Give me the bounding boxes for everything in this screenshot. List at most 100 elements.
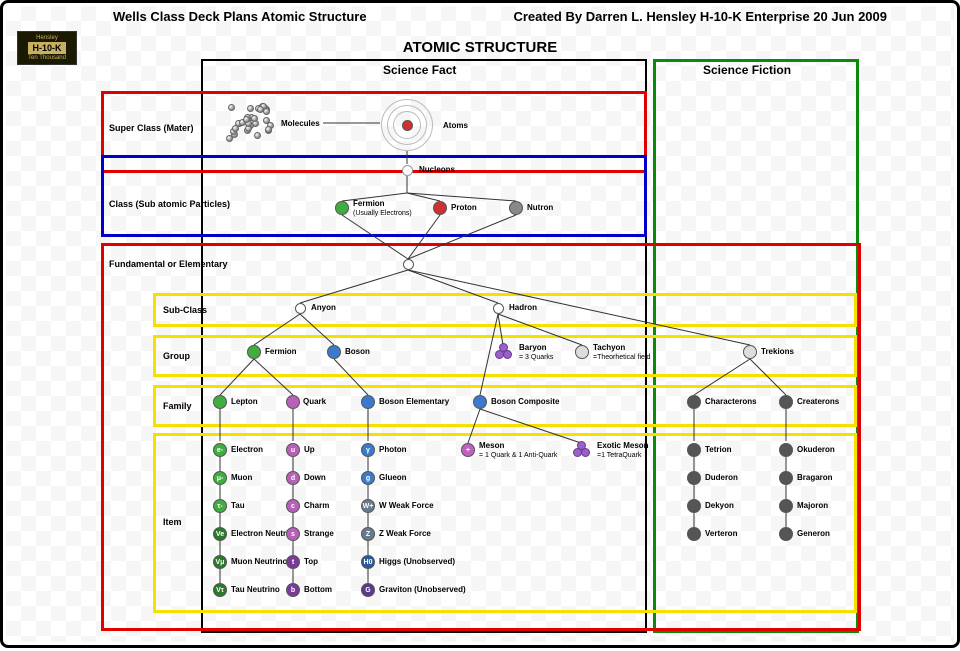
item-dot: Ve [213, 527, 227, 541]
item-dot [779, 499, 793, 513]
label-meson: Meson= 1 Quark & 1 Anti-Quark [479, 441, 557, 459]
item-label: Photon [379, 445, 407, 454]
item-dot: μ- [213, 471, 227, 485]
header-right: Created By Darren L. Hensley H-10-K Ente… [513, 9, 887, 29]
item-dot: u [286, 443, 300, 457]
proton-icon [433, 201, 447, 215]
label-group: Group [163, 351, 190, 361]
item-dot: G [361, 583, 375, 597]
header-left: Wells Class Deck Plans Atomic Structure [113, 9, 367, 29]
label-boson-comp: Boson Composite [491, 397, 559, 406]
label-nutron: Nutron [527, 203, 553, 212]
boson-comp-icon [473, 395, 487, 409]
item-label: Duderon [705, 473, 738, 482]
item-label: Strange [304, 529, 334, 538]
item-dot: s [286, 527, 300, 541]
item-label: Higgs (Unobserved) [379, 557, 455, 566]
item-dot: t [286, 555, 300, 569]
item-dot: γ [361, 443, 375, 457]
label-item: Item [163, 517, 182, 527]
label-anyon: Anyon [311, 303, 336, 312]
trekions-icon [743, 345, 757, 359]
item-dot [687, 499, 701, 513]
label-hadron: Hadron [509, 303, 537, 312]
label-family: Family [163, 401, 192, 411]
item-label: Glueon [379, 473, 407, 482]
item-label: Generon [797, 529, 830, 538]
frame-class [101, 155, 647, 237]
anyon-icon [295, 303, 306, 314]
item-label: Dekyon [705, 501, 734, 510]
item-dot [687, 527, 701, 541]
label-group-fermion: Fermion [265, 347, 297, 356]
frame-family [153, 385, 857, 427]
item-label: Bragaron [797, 473, 833, 482]
label-fermion-class: Fermion(Usually Electrons) [353, 199, 412, 217]
tachyon-icon [575, 345, 589, 359]
molecule-graphic [221, 99, 275, 143]
item-label: Down [304, 473, 326, 482]
item-label: Muon Neutrino [231, 557, 287, 566]
nutron-icon [509, 201, 523, 215]
item-label: W Weak Force [379, 501, 434, 510]
item-dot [779, 527, 793, 541]
item-label: Top [304, 557, 318, 566]
label-characterons: Characterons [705, 397, 757, 406]
main-title: ATOMIC STRUCTURE [3, 39, 957, 56]
label-fundamental: Fundamental or Elementary [109, 259, 228, 269]
item-label: Tau Neutrino [231, 585, 280, 594]
label-quark: Quark [303, 397, 326, 406]
createrons-icon [779, 395, 793, 409]
quark-icon [286, 395, 300, 409]
item-label: Muon [231, 473, 252, 482]
label-molecules: Molecules [281, 119, 320, 128]
label-tachyon: Tachyon=Theorhetical field [593, 343, 650, 361]
item-label: Verteron [705, 529, 737, 538]
root-icon [403, 259, 414, 270]
boson-el-icon [361, 395, 375, 409]
nucleon-icon [402, 165, 413, 176]
item-label: Electron [231, 445, 263, 454]
item-dot: H0 [361, 555, 375, 569]
label-class: Class (Sub atomic Particles) [109, 199, 230, 209]
item-label: Z Weak Force [379, 529, 431, 538]
subtitle-fiction: Science Fiction [703, 63, 791, 77]
label-exotic-meson: Exotic Meson=1 TetraQuark [597, 441, 649, 459]
meson-icon: + [461, 443, 475, 457]
item-dot: Vτ [213, 583, 227, 597]
label-super-class: Super Class (Mater) [109, 123, 194, 133]
lepton-icon [213, 395, 227, 409]
item-dot: c [286, 499, 300, 513]
item-dot [779, 471, 793, 485]
item-dot: e- [213, 443, 227, 457]
subtitle-fact: Science Fact [383, 63, 456, 77]
label-baryon: Baryon= 3 Quarks [519, 343, 553, 361]
item-label: Tau [231, 501, 245, 510]
frame-subclass [153, 293, 857, 327]
label-subclass: Sub-Class [163, 305, 207, 315]
label-atoms: Atoms [443, 121, 468, 130]
item-label: Tetrion [705, 445, 732, 454]
fermion-icon [335, 201, 349, 215]
label-lepton: Lepton [231, 397, 258, 406]
item-label: Up [304, 445, 315, 454]
item-label: Majoron [797, 501, 828, 510]
item-label: Okuderon [797, 445, 835, 454]
item-label: Graviton (Unobserved) [379, 585, 466, 594]
item-dot: g [361, 471, 375, 485]
item-dot: τ- [213, 499, 227, 513]
item-dot: W+ [361, 499, 375, 513]
label-createrons: Createrons [797, 397, 839, 406]
label-group-boson: Boson [345, 347, 370, 356]
item-dot: d [286, 471, 300, 485]
item-dot [687, 471, 701, 485]
item-label: Charm [304, 501, 329, 510]
label-nucleons: Nucleons [419, 165, 455, 174]
hadron-icon [493, 303, 504, 314]
item-dot [687, 443, 701, 457]
item-label: Bottom [304, 585, 332, 594]
atom-nucleus-icon [402, 120, 413, 131]
characterons-icon [687, 395, 701, 409]
item-dot: Vμ [213, 555, 227, 569]
group-fermion-icon [247, 345, 261, 359]
